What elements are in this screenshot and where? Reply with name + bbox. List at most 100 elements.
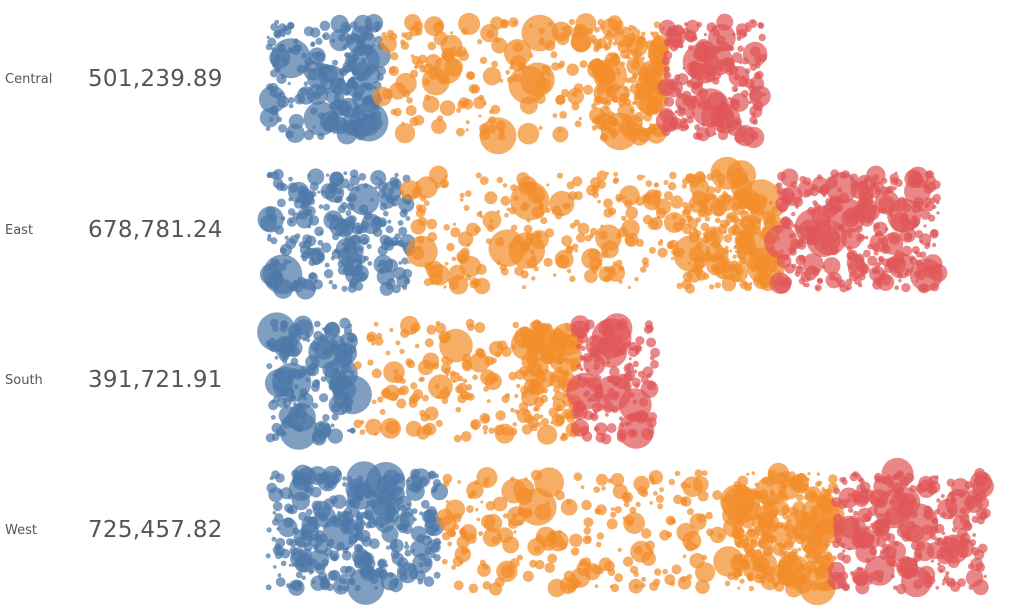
bubble-south-seg3[interactable] — [570, 315, 590, 335]
bubble-south-seg3[interactable] — [591, 318, 632, 359]
bubble-west-seg3[interactable] — [906, 521, 917, 531]
bubble-central-seg2[interactable] — [611, 119, 619, 127]
bubble-central-seg1[interactable] — [315, 50, 323, 58]
bubble-central-seg3[interactable] — [684, 22, 688, 27]
bubble-central-seg2[interactable] — [621, 118, 626, 123]
bubble-west-seg2[interactable] — [489, 582, 503, 596]
bubble-south-seg1[interactable] — [314, 320, 321, 328]
bubble-south-seg2[interactable] — [371, 368, 382, 379]
bubble-south-seg2[interactable] — [455, 406, 462, 413]
bubble-east-seg2[interactable] — [463, 204, 470, 211]
bubble-central-seg2[interactable] — [510, 55, 527, 72]
bubble-south-seg2[interactable] — [482, 414, 490, 423]
bubble-central-seg1[interactable] — [322, 34, 327, 38]
bubble-west-seg1[interactable] — [418, 553, 426, 562]
bubble-central-seg2[interactable] — [517, 122, 540, 145]
bubble-east-seg2[interactable] — [694, 171, 706, 182]
bubble-east-seg2[interactable] — [681, 223, 693, 235]
bubble-south-seg1[interactable] — [328, 394, 350, 416]
bubble-west-seg2[interactable] — [583, 527, 592, 535]
bubble-east-seg2[interactable] — [671, 214, 678, 220]
bubble-central-seg2[interactable] — [541, 71, 545, 76]
bubble-west-seg3[interactable] — [937, 498, 958, 520]
bubble-east-seg3[interactable] — [830, 169, 840, 179]
bubble-west-seg1[interactable] — [327, 570, 338, 581]
bubble-south-seg1[interactable] — [322, 414, 330, 422]
bubble-west-seg3[interactable] — [959, 508, 964, 513]
bubble-central-seg3[interactable] — [699, 41, 705, 47]
bubble-east-seg2[interactable] — [500, 195, 511, 206]
bubble-east-seg3[interactable] — [874, 232, 879, 237]
bubble-central-seg2[interactable] — [450, 31, 454, 35]
bubble-east-seg2[interactable] — [642, 261, 649, 268]
bubble-central-seg2[interactable] — [607, 15, 622, 30]
bubble-central-seg2[interactable] — [594, 26, 600, 33]
bubble-south-seg2[interactable] — [439, 333, 450, 344]
bubble-west-seg2[interactable] — [686, 508, 694, 516]
bubble-east-seg2[interactable] — [736, 228, 744, 236]
bubble-south-seg3[interactable] — [597, 346, 602, 351]
bubble-south-seg2[interactable] — [488, 427, 495, 434]
bubble-south-seg2[interactable] — [559, 335, 568, 344]
bubble-west-seg2[interactable] — [649, 501, 653, 505]
bubble-central-seg1[interactable] — [281, 33, 286, 38]
bubble-south-seg3[interactable] — [583, 353, 606, 376]
bubble-east-seg2[interactable] — [549, 190, 575, 217]
bubble-south-seg2[interactable] — [530, 423, 538, 432]
bubble-west-seg1[interactable] — [274, 513, 284, 523]
bubble-central-seg3[interactable] — [731, 85, 738, 93]
bubble-south-seg3[interactable] — [580, 345, 586, 351]
bubble-south-seg2[interactable] — [450, 371, 461, 383]
bubble-east-seg1[interactable] — [324, 262, 330, 268]
bubble-east-seg1[interactable] — [377, 245, 388, 256]
bubble-west-seg1[interactable] — [319, 579, 330, 590]
bubble-west-seg3[interactable] — [848, 507, 854, 513]
bubble-south-seg2[interactable] — [555, 414, 562, 422]
bubble-west-seg3[interactable] — [935, 586, 940, 590]
bubble-east-seg3[interactable] — [866, 165, 886, 185]
bubble-west-seg3[interactable] — [864, 515, 872, 522]
bubble-west-seg2[interactable] — [705, 511, 713, 520]
bubble-west-seg3[interactable] — [874, 472, 883, 481]
bubble-central-seg1[interactable] — [315, 37, 323, 45]
bubble-west-seg2[interactable] — [581, 499, 592, 511]
bubble-west-seg1[interactable] — [275, 546, 285, 556]
bubble-east-seg1[interactable] — [312, 249, 317, 254]
bubble-central-seg2[interactable] — [424, 16, 444, 36]
bubble-east-seg1[interactable] — [307, 168, 325, 186]
bubble-central-seg2[interactable] — [513, 20, 517, 25]
bubble-east-seg3[interactable] — [924, 197, 932, 205]
bubble-central-seg2[interactable] — [577, 25, 585, 33]
bubble-east-seg2[interactable] — [443, 224, 451, 231]
bubble-west-seg2[interactable] — [657, 503, 664, 510]
bubble-south-seg3[interactable] — [616, 381, 621, 386]
bubble-south-seg1[interactable] — [302, 396, 307, 401]
bubble-east-seg2[interactable] — [473, 277, 491, 295]
bubble-east-seg2[interactable] — [634, 276, 639, 282]
bubble-central-seg1[interactable] — [303, 26, 314, 37]
bubble-east-seg2[interactable] — [459, 192, 465, 198]
bubble-west-seg2[interactable] — [547, 553, 558, 564]
bubble-west-seg3[interactable] — [937, 562, 941, 566]
bubble-east-seg1[interactable] — [288, 176, 293, 182]
bubble-east-seg1[interactable] — [267, 171, 274, 178]
bubble-east-seg2[interactable] — [724, 245, 729, 250]
bubble-east-seg2[interactable] — [681, 183, 687, 189]
bubble-east-seg1[interactable] — [393, 183, 397, 187]
bubble-west-seg2[interactable] — [724, 580, 731, 587]
bubble-east-seg1[interactable] — [273, 168, 284, 180]
bubble-east-seg2[interactable] — [489, 219, 494, 224]
bubble-east-seg1[interactable] — [349, 175, 360, 186]
bubble-south-seg2[interactable] — [532, 319, 541, 328]
bubble-central-seg1[interactable] — [329, 29, 352, 52]
bubble-east-seg2[interactable] — [663, 180, 669, 185]
bubble-east-seg2[interactable] — [596, 170, 608, 182]
bubble-central-seg2[interactable] — [623, 86, 629, 92]
bubble-west-seg2[interactable] — [668, 478, 675, 486]
bubble-west-seg1[interactable] — [377, 497, 385, 505]
bubble-east-seg1[interactable] — [389, 260, 393, 264]
bubble-south-seg1[interactable] — [296, 425, 304, 433]
bubble-east-seg3[interactable] — [915, 269, 927, 281]
bubble-east-seg2[interactable] — [695, 216, 702, 223]
bubble-east-seg2[interactable] — [727, 214, 732, 219]
